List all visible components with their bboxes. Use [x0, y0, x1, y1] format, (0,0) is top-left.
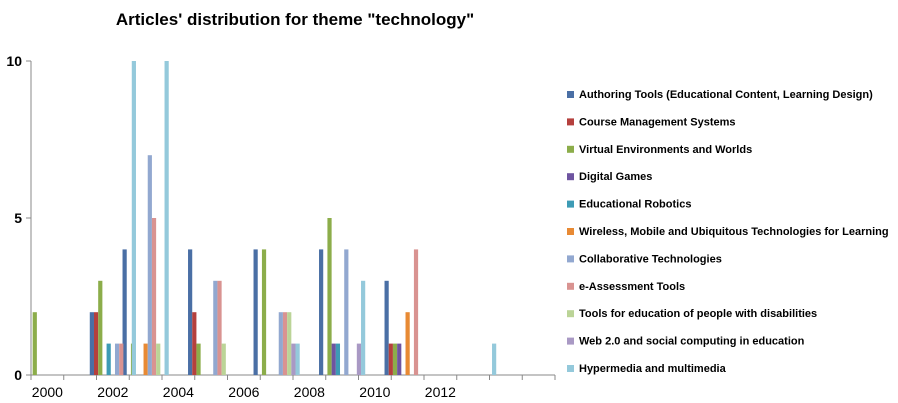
- x-tick-label: 2002: [97, 384, 128, 400]
- y-tick-label: 10: [6, 53, 22, 69]
- y-tick-label: 0: [14, 367, 22, 383]
- legend-item: Hypermedia and multimedia: [567, 363, 727, 375]
- bar: [261, 249, 267, 375]
- legend-swatch: [567, 310, 574, 318]
- legend-swatch: [567, 118, 574, 126]
- bar: [143, 343, 148, 375]
- bar: [287, 312, 292, 375]
- bar: [89, 312, 94, 375]
- x-tick-label: 2012: [425, 384, 456, 400]
- bar: [356, 343, 362, 375]
- legend-label: Collaborative Technologies: [579, 253, 722, 265]
- x-tick-label: 2004: [163, 384, 194, 400]
- legend-item: Digital Games: [567, 171, 652, 183]
- legend-item: Authoring Tools (Educational Content, Le…: [567, 89, 873, 101]
- legend-item: Wireless, Mobile and Ubiquitous Technolo…: [567, 226, 889, 238]
- legend-label: Wireless, Mobile and Ubiquitous Technolo…: [579, 226, 889, 238]
- legend-item: Collaborative Technologies: [567, 253, 722, 265]
- bar: [98, 280, 103, 375]
- legend-item: Educational Robotics: [567, 199, 691, 211]
- legend-item: Web 2.0 and social computing in educatio…: [567, 336, 805, 348]
- bar: [156, 343, 161, 375]
- x-tick-label: 2010: [359, 384, 390, 400]
- bar: [114, 343, 120, 375]
- bar: [196, 343, 201, 375]
- bar: [291, 343, 296, 375]
- legend-label: e-Assessment Tools: [579, 281, 685, 293]
- bar: [217, 280, 222, 375]
- bar: [151, 218, 157, 375]
- x-tick-label: 2000: [32, 384, 63, 400]
- bar: [319, 249, 324, 375]
- legend-item: Course Management Systems: [567, 116, 736, 128]
- legend-item: Virtual Environments and Worlds: [567, 144, 752, 156]
- bar: [413, 249, 419, 375]
- legend-label: Tools for education of people with disab…: [579, 308, 817, 320]
- bar: [384, 280, 389, 375]
- legend-item: e-Assessment Tools: [567, 281, 685, 293]
- y-tick-label: 5: [14, 210, 22, 226]
- x-tick-label: 2006: [228, 384, 259, 400]
- legend-swatch: [567, 145, 574, 153]
- legend-swatch: [567, 365, 574, 372]
- legend-swatch: [567, 173, 574, 181]
- legend-label: Virtual Environments and Worlds: [579, 144, 752, 156]
- chart-title: Articles' distribution for theme "techno…: [116, 10, 474, 29]
- bars: [32, 61, 497, 375]
- legend-swatch: [567, 255, 574, 263]
- bar: [93, 312, 99, 375]
- bar: [122, 249, 127, 375]
- legend-label: Authoring Tools (Educational Content, Le…: [579, 89, 873, 101]
- legend-swatch: [567, 228, 574, 235]
- bar: [106, 343, 111, 375]
- legend-label: Course Management Systems: [579, 116, 736, 128]
- bar: [253, 249, 258, 375]
- bar: [278, 312, 283, 375]
- bar: [192, 312, 197, 375]
- legend-swatch: [567, 282, 574, 290]
- bar: [405, 312, 410, 375]
- bar: [131, 61, 136, 375]
- bar: [221, 343, 226, 375]
- legend-swatch: [567, 91, 574, 98]
- legend-item: Tools for education of people with disab…: [567, 308, 817, 320]
- x-tick-label: 2008: [294, 384, 325, 400]
- bar: [331, 343, 336, 375]
- bar: [32, 312, 37, 375]
- bar: [392, 343, 398, 375]
- bar: [188, 249, 193, 375]
- legend-swatch: [567, 200, 574, 208]
- legend-label: Digital Games: [579, 171, 652, 183]
- legend-swatch: [567, 337, 574, 345]
- legend-label: Hypermedia and multimedia: [579, 363, 727, 375]
- bar: [327, 218, 332, 375]
- bar: [492, 343, 497, 375]
- bar: [295, 343, 300, 375]
- bar: [147, 155, 152, 375]
- bar: [361, 280, 366, 375]
- legend-label: Educational Robotics: [579, 199, 691, 211]
- bar: [388, 343, 393, 375]
- legend-label: Web 2.0 and social computing in educatio…: [579, 336, 805, 348]
- bar: [213, 280, 218, 375]
- bar: [335, 343, 341, 375]
- bar: [119, 343, 124, 375]
- legend: Authoring Tools (Educational Content, Le…: [567, 89, 889, 375]
- bar: [344, 249, 349, 375]
- bar: [164, 61, 169, 375]
- tick-labels: 0 5 10 2000 2002 2004 2006 2008 2010 2012: [6, 53, 456, 400]
- bar: [397, 343, 402, 375]
- bar: [282, 312, 288, 375]
